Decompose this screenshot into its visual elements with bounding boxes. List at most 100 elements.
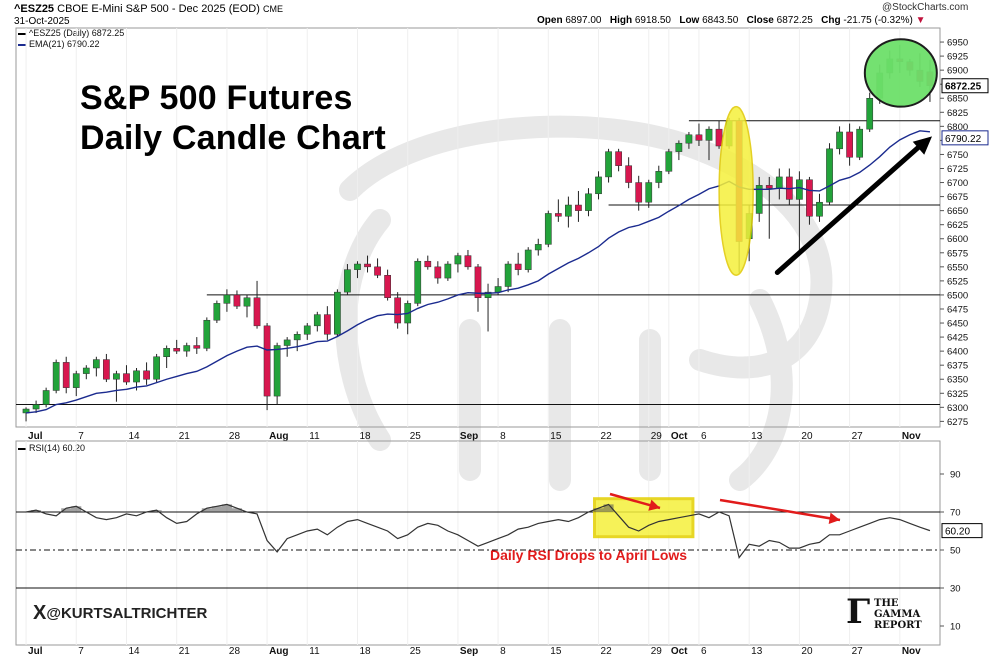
symbol-description: CBOE E-Mini S&P 500 - Dec 2025 (EOD) [57, 3, 260, 15]
rsi-x-tick-label: Sep [460, 646, 478, 657]
candle-body [494, 286, 502, 293]
price-y-tick-label: 6400 [947, 347, 968, 358]
candle-body [765, 185, 773, 189]
candle-body [103, 359, 110, 380]
candle-body [444, 263, 452, 279]
candle-body [123, 373, 130, 383]
rsi-x-tick-label: 15 [550, 646, 562, 657]
candle-body [504, 263, 512, 287]
rsi-y-tick-label: 70 [950, 508, 961, 519]
report-line-1: THE [874, 598, 899, 609]
rsi-x-tick-label: 14 [128, 646, 140, 657]
price-y-tick-label: 6575 [947, 248, 968, 259]
rsi-y-tick-label: 50 [950, 546, 961, 557]
price-x-tick-label: Oct [671, 431, 688, 442]
candle-body [544, 213, 552, 245]
rsi-y-tick-label: 30 [950, 584, 961, 595]
candle-body [374, 266, 381, 276]
candle-body [42, 390, 50, 405]
candle-body [675, 142, 683, 152]
candle-body [615, 151, 622, 166]
price-y-tick-label: 6600 [947, 234, 968, 245]
price-y-tick-label: 6800 [947, 122, 968, 133]
rsi-legend-text: RSI(14) 60.20 [29, 443, 86, 453]
candle-body [313, 314, 321, 327]
last-price-box [941, 78, 989, 94]
candle-body [394, 297, 402, 324]
candle-body [364, 263, 371, 268]
rsi-x-tick-label: 29 [651, 646, 663, 657]
price-x-tick-label: 15 [550, 431, 562, 442]
price-y-tick-label: 6325 [947, 389, 968, 400]
candle-body [113, 373, 120, 380]
up-arrow-shaft [774, 139, 927, 275]
price-y-tick-label: 6475 [947, 304, 968, 315]
candle-body [826, 148, 833, 203]
rsi-x-tick-label: 28 [229, 646, 241, 657]
price-x-tick-label: 29 [651, 431, 663, 442]
candle-body [133, 370, 140, 383]
price-x-tick-label: Nov [902, 431, 921, 442]
candle-body [293, 334, 301, 341]
price-swatch [18, 32, 26, 35]
candle-body [524, 249, 532, 270]
price-x-tick-label: 25 [410, 431, 422, 442]
price-x-tick-label: 11 [309, 431, 320, 442]
last-price-label: 6872.25 [945, 82, 982, 93]
candle-body [806, 179, 813, 217]
price-y-tick-label: 6675 [947, 192, 968, 203]
candle-body [273, 345, 281, 397]
rsi-x-tick-label: 7 [78, 646, 84, 657]
title-line-1: S&P 500 Futures [80, 79, 353, 117]
candle-body [705, 128, 713, 141]
candle-body [193, 345, 201, 349]
rsi-x-tick-label: 8 [500, 646, 506, 657]
stockcharts-brand[interactable]: @StockCharts.com [882, 2, 969, 13]
rsi-x-tick-label: 6 [701, 646, 707, 657]
report-line-2: GAMMA [874, 609, 921, 620]
x-logo-icon: X [33, 602, 47, 624]
close-label: Close [746, 15, 774, 26]
candle-body [625, 165, 633, 183]
rsi-x-tick-label: 13 [751, 646, 763, 657]
rsi-x-tick-label: 22 [601, 646, 613, 657]
x-handle: X@KURTSALTRICHTER [33, 602, 207, 625]
gamma-report-text: THE GAMMA REPORT [874, 598, 922, 631]
candle-body [72, 373, 80, 388]
candle-body [796, 179, 803, 200]
candle-body [243, 297, 251, 307]
candle-body [514, 263, 522, 270]
candle-body [323, 314, 331, 335]
candle-body [414, 260, 422, 304]
price-y-tick-label: 6275 [947, 417, 968, 428]
candle-body [645, 182, 653, 203]
rsi-x-tick-label: 18 [359, 646, 371, 657]
ema-legend-text: EMA(21) 6790.22 [29, 39, 100, 49]
high-value: 6918.50 [634, 15, 671, 26]
low-value: 6843.50 [702, 15, 739, 26]
chg-down-icon: ▼ [915, 15, 926, 26]
candle-body [223, 294, 231, 304]
candle-body [484, 291, 492, 298]
candle-body [354, 263, 361, 270]
price-x-tick-label: 7 [78, 431, 84, 442]
price-x-tick-label: 28 [229, 431, 241, 442]
candle-body [655, 171, 663, 183]
ema-value-box [941, 130, 989, 146]
rsi-x-tick-label: Aug [269, 646, 288, 657]
candle-body [715, 128, 723, 147]
candle-body [454, 255, 462, 265]
title-line-2: Daily Candle Chart [80, 119, 386, 157]
rsi-swatch [18, 447, 26, 450]
candle-body [464, 255, 472, 268]
candle-body [263, 325, 271, 397]
price-x-tick-label: 27 [852, 431, 864, 442]
chg-label: Chg [821, 15, 841, 26]
candle-body [816, 201, 823, 217]
candle-body [143, 370, 150, 380]
price-x-tick-label: Aug [269, 431, 288, 442]
rsi-red-arrow-1-head-icon [648, 499, 660, 511]
price-x-tick-label: 20 [801, 431, 813, 442]
price-y-tick-label: 6725 [947, 164, 968, 175]
